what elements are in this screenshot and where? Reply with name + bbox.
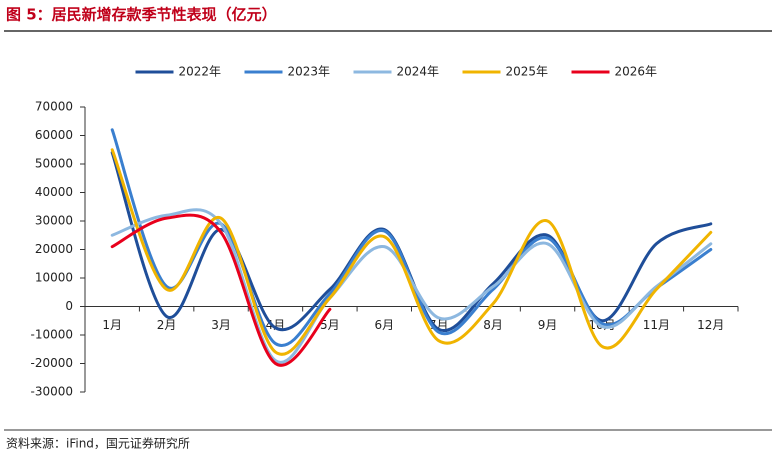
x-tick-label: 1月 [102, 318, 122, 332]
y-tick-label: 30000 [35, 214, 73, 228]
source-note: 资料来源：iFind，国元证券研究所 [6, 436, 190, 451]
legend-label: 2022年 [179, 65, 222, 79]
chart-title: 图 5：居民新增存款季节性表现（亿元） [6, 6, 277, 24]
y-tick-label: 20000 [35, 242, 73, 256]
legend-label: 2025年 [506, 65, 549, 79]
y-tick-label: 50000 [35, 157, 73, 171]
y-tick-label: 70000 [35, 100, 73, 114]
y-tick-label: -30000 [30, 385, 73, 399]
y-tick-label: 0 [65, 299, 73, 313]
series-line [110, 213, 332, 367]
x-tick-label: 2月 [157, 318, 177, 332]
x-tick-label: 5月 [320, 318, 340, 332]
x-tick-label: 8月 [483, 318, 503, 332]
x-tick-label: 3月 [211, 318, 231, 332]
series-line [110, 128, 713, 347]
y-tick-label: 40000 [35, 185, 73, 199]
y-tick-label: 10000 [35, 271, 73, 285]
legend-label: 2026年 [615, 65, 658, 79]
x-tick-label: 9月 [538, 318, 558, 332]
y-tick-label: -20000 [30, 356, 73, 370]
x-tick-label: 11月 [643, 318, 670, 332]
series-line [110, 148, 713, 356]
legend-label: 2024年 [397, 65, 440, 79]
y-tick-label: 60000 [35, 128, 73, 142]
x-tick-label: 12月 [697, 318, 724, 332]
x-tick-label: 6月 [374, 318, 394, 332]
legend-label: 2023年 [288, 65, 331, 79]
y-tick-label: -10000 [30, 328, 73, 342]
